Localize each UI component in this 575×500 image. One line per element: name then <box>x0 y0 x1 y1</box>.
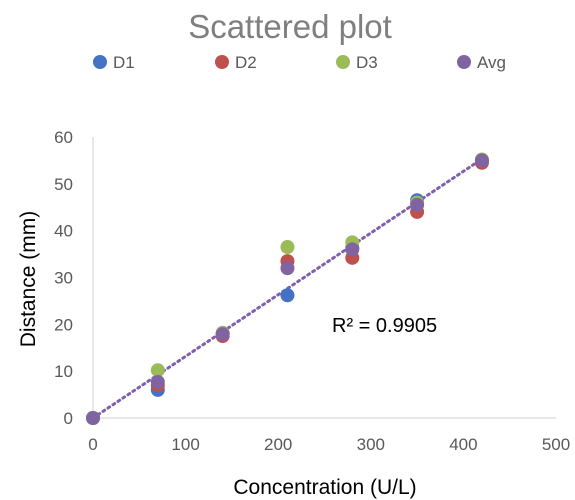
y-tick-label: 50 <box>54 175 73 194</box>
data-point-avg <box>150 374 165 389</box>
x-tick-label: 100 <box>171 435 199 454</box>
plot-area: 0 100 200 300 400 500 0 10 20 30 40 50 60 <box>54 128 570 454</box>
y-tick-label: 10 <box>54 362 73 381</box>
y-tick-label: 0 <box>64 409 73 428</box>
x-tick-label: 200 <box>264 435 292 454</box>
legend-item-d2: D2 <box>215 53 257 72</box>
y-tick-label: 20 <box>54 315 73 334</box>
legend-label-avg: Avg <box>477 53 506 72</box>
data-point-d1 <box>280 288 295 303</box>
data-point-d3 <box>280 240 295 255</box>
r-squared-annotation: R² = 0.9905 <box>332 315 437 337</box>
data-points <box>86 152 489 425</box>
x-tick-label: 0 <box>88 435 97 454</box>
y-axis-ticks: 0 10 20 30 40 50 60 <box>54 128 73 428</box>
chart-title: Scattered plot <box>188 8 392 45</box>
legend: D1 D2 D3 Avg <box>93 53 506 72</box>
legend-label-d2: D2 <box>235 53 257 72</box>
y-axis-title: Distance (mm) <box>17 211 40 348</box>
data-point-avg <box>345 242 360 257</box>
legend-marker-d3 <box>336 55 350 69</box>
legend-item-d3: D3 <box>336 53 378 72</box>
x-tick-label: 400 <box>449 435 477 454</box>
legend-item-avg: Avg <box>457 53 506 72</box>
y-tick-label: 60 <box>54 128 73 147</box>
data-point-avg <box>474 153 489 168</box>
data-point-avg <box>280 261 295 276</box>
x-tick-label: 500 <box>542 435 570 454</box>
data-point-avg <box>86 411 100 425</box>
legend-label-d1: D1 <box>113 53 135 72</box>
data-point-avg <box>410 197 425 212</box>
x-axis-title: Concentration (U/L) <box>233 476 416 499</box>
legend-label-d3: D3 <box>356 53 378 72</box>
data-point-avg <box>215 327 230 342</box>
x-axis-ticks: 0 100 200 300 400 500 <box>88 435 570 454</box>
y-tick-label: 40 <box>54 222 73 241</box>
legend-marker-avg <box>457 55 471 69</box>
legend-marker-d2 <box>215 55 229 69</box>
data-point-d3 <box>150 363 165 378</box>
x-tick-label: 300 <box>357 435 385 454</box>
legend-marker-d1 <box>93 55 107 69</box>
legend-item-d1: D1 <box>93 53 135 72</box>
y-tick-label: 30 <box>54 269 73 288</box>
